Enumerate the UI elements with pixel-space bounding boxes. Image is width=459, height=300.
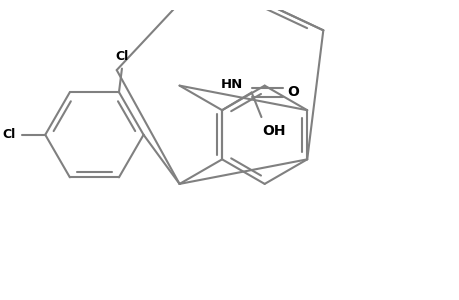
- Text: Cl: Cl: [115, 50, 128, 63]
- Text: OH: OH: [262, 124, 285, 138]
- Text: Cl: Cl: [2, 128, 16, 141]
- Text: O: O: [286, 85, 298, 100]
- Text: HN: HN: [220, 78, 242, 91]
